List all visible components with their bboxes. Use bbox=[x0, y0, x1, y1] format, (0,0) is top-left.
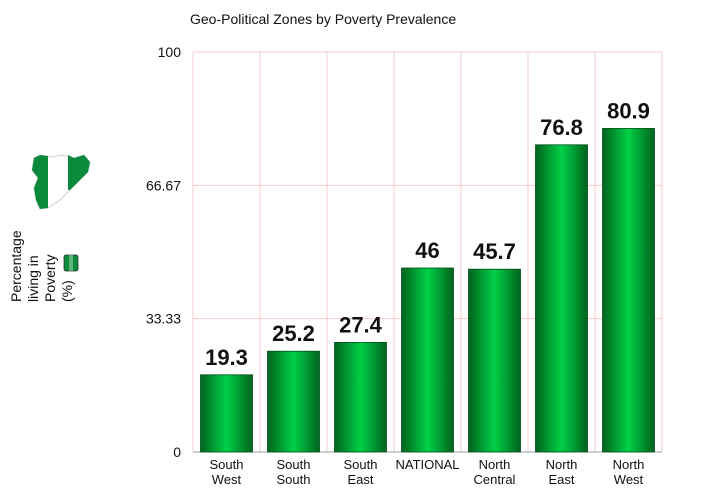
y-axis-label-line: living in bbox=[25, 255, 41, 302]
x-tick-label: West bbox=[614, 472, 644, 487]
flag-icon bbox=[63, 254, 79, 272]
data-label: 25.2 bbox=[272, 321, 315, 346]
data-label: 46 bbox=[415, 238, 439, 263]
x-tick-label: North bbox=[479, 457, 511, 472]
y-axis-label-line: Poverty bbox=[42, 255, 58, 302]
data-label: 76.8 bbox=[540, 115, 583, 140]
nigeria-map-icon bbox=[31, 154, 91, 210]
y-tick-label: 66.67 bbox=[146, 177, 181, 193]
bar bbox=[267, 350, 320, 453]
x-tick-label: East bbox=[548, 472, 574, 487]
x-tick-label: West bbox=[212, 472, 242, 487]
data-label: 45.7 bbox=[473, 239, 516, 264]
x-tick-label: North bbox=[613, 457, 645, 472]
data-label: 19.3 bbox=[205, 345, 248, 370]
bar bbox=[200, 374, 253, 453]
y-axis-label: Percentage living in Poverty (%) bbox=[8, 230, 75, 302]
data-label: 80.9 bbox=[607, 98, 650, 123]
x-tick-label: Central bbox=[474, 472, 516, 487]
y-tick-label: 100 bbox=[158, 44, 182, 60]
y-axis-label-line: (%) bbox=[59, 280, 75, 302]
x-tick-label: NATIONAL bbox=[395, 457, 459, 472]
x-tick-label: North bbox=[546, 457, 578, 472]
bar bbox=[535, 144, 588, 453]
x-tick-label: South bbox=[344, 457, 378, 472]
x-tick-label: South bbox=[277, 472, 311, 487]
y-tick-label: 33.33 bbox=[146, 311, 181, 327]
chart-title: Geo-Political Zones by Poverty Prevalenc… bbox=[190, 11, 456, 27]
x-tick-label: East bbox=[347, 472, 373, 487]
bar bbox=[334, 341, 387, 453]
x-tick-label: South bbox=[277, 457, 311, 472]
plot-area: 033.3366.6710019.3SouthWest25.2SouthSout… bbox=[146, 44, 663, 487]
y-axis-label-line: Percentage bbox=[8, 230, 24, 302]
data-label: 27.4 bbox=[339, 312, 383, 337]
bar bbox=[602, 127, 655, 453]
y-tick-label: 0 bbox=[173, 444, 181, 460]
bar bbox=[401, 267, 454, 453]
bar bbox=[468, 268, 521, 453]
x-tick-label: South bbox=[210, 457, 244, 472]
